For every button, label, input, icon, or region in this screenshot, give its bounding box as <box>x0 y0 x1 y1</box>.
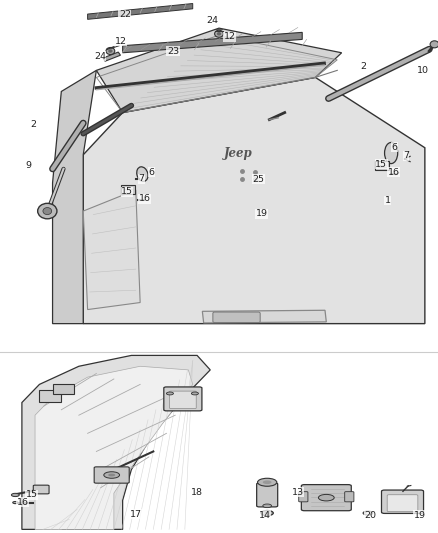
Text: 16: 16 <box>388 168 400 177</box>
Polygon shape <box>83 190 140 310</box>
FancyBboxPatch shape <box>301 484 351 511</box>
Polygon shape <box>88 4 193 19</box>
Text: 15: 15 <box>121 187 133 196</box>
Text: 17: 17 <box>130 510 142 519</box>
Text: 1: 1 <box>385 196 391 205</box>
Circle shape <box>104 472 120 478</box>
Polygon shape <box>96 28 342 112</box>
Ellipse shape <box>385 142 398 164</box>
Text: 14: 14 <box>259 511 271 520</box>
Text: Jeep: Jeep <box>224 147 253 159</box>
Text: 24: 24 <box>94 52 106 61</box>
FancyBboxPatch shape <box>345 491 354 502</box>
Polygon shape <box>83 77 425 324</box>
FancyBboxPatch shape <box>257 483 278 507</box>
Polygon shape <box>202 310 326 323</box>
Circle shape <box>430 41 438 48</box>
FancyBboxPatch shape <box>53 384 74 394</box>
Ellipse shape <box>137 167 148 181</box>
Circle shape <box>191 392 198 395</box>
Text: 12: 12 <box>224 33 236 42</box>
Text: 18: 18 <box>191 488 203 497</box>
Circle shape <box>263 480 272 484</box>
Text: 24: 24 <box>206 16 219 25</box>
Circle shape <box>106 47 115 54</box>
Text: 16: 16 <box>138 194 151 203</box>
Text: 15: 15 <box>375 160 387 169</box>
FancyBboxPatch shape <box>375 161 389 170</box>
Polygon shape <box>123 33 302 53</box>
Text: 6: 6 <box>148 168 154 177</box>
Circle shape <box>217 32 221 36</box>
Polygon shape <box>53 70 96 324</box>
FancyBboxPatch shape <box>164 387 202 411</box>
Circle shape <box>13 502 18 504</box>
Text: 13: 13 <box>292 488 304 497</box>
Circle shape <box>265 512 269 514</box>
Text: 7: 7 <box>403 151 409 160</box>
Circle shape <box>108 473 115 477</box>
Text: 6: 6 <box>391 142 397 151</box>
FancyBboxPatch shape <box>213 312 260 322</box>
FancyBboxPatch shape <box>39 390 61 402</box>
Circle shape <box>363 511 373 515</box>
FancyBboxPatch shape <box>121 185 135 194</box>
Circle shape <box>258 478 277 486</box>
Text: 25: 25 <box>252 175 265 184</box>
Polygon shape <box>103 52 120 61</box>
Circle shape <box>263 504 272 507</box>
Text: 23: 23 <box>167 46 179 55</box>
Text: 19: 19 <box>256 209 268 218</box>
Text: 16: 16 <box>17 498 29 507</box>
Polygon shape <box>35 366 193 529</box>
FancyBboxPatch shape <box>33 485 49 494</box>
Text: 7: 7 <box>138 174 145 183</box>
Text: 2: 2 <box>30 120 36 130</box>
Circle shape <box>366 512 370 514</box>
Text: 2: 2 <box>360 62 367 71</box>
FancyBboxPatch shape <box>299 491 308 502</box>
Circle shape <box>43 207 52 215</box>
Text: 20: 20 <box>364 511 376 520</box>
Circle shape <box>166 392 173 395</box>
Circle shape <box>261 511 273 515</box>
FancyBboxPatch shape <box>170 391 196 408</box>
Text: 15: 15 <box>25 490 38 499</box>
Circle shape <box>318 495 334 501</box>
Circle shape <box>215 30 223 37</box>
Circle shape <box>108 49 113 53</box>
FancyBboxPatch shape <box>94 467 129 483</box>
Circle shape <box>38 203 57 219</box>
Text: 19: 19 <box>413 511 426 520</box>
Polygon shape <box>22 356 210 529</box>
Text: 9: 9 <box>25 161 32 170</box>
FancyBboxPatch shape <box>387 495 418 512</box>
Text: 22: 22 <box>119 10 131 19</box>
Text: 10: 10 <box>417 66 429 75</box>
Circle shape <box>11 494 19 497</box>
FancyBboxPatch shape <box>381 490 424 513</box>
Text: 12: 12 <box>114 37 127 46</box>
